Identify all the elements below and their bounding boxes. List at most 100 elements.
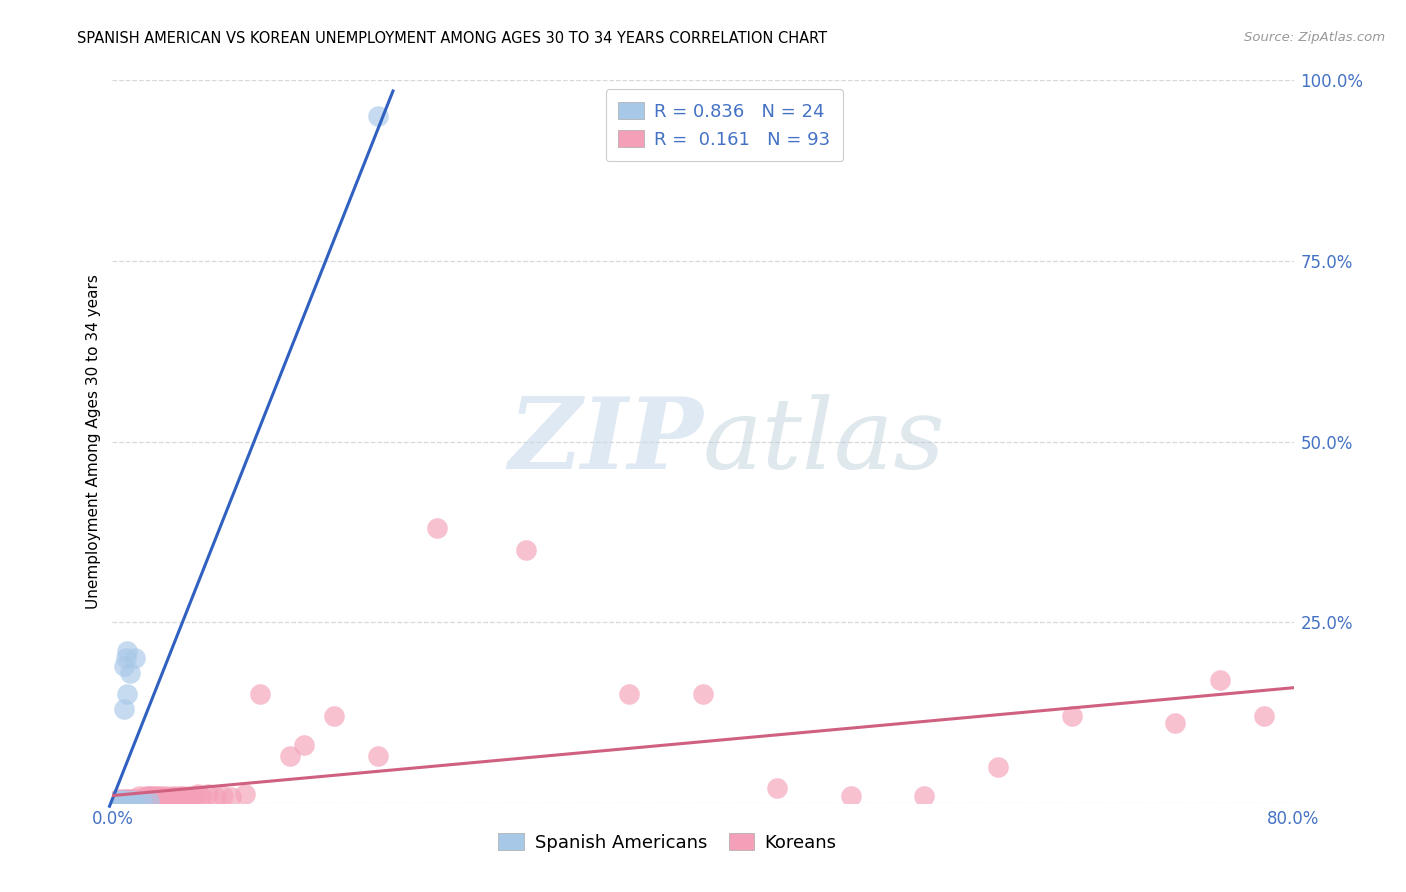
Point — [150, 789, 173, 803]
Point — [125, 792, 148, 806]
Point — [107, 794, 129, 808]
Point — [149, 790, 172, 805]
Point — [766, 781, 789, 796]
Point — [148, 792, 170, 806]
Point — [131, 792, 153, 806]
Point — [1062, 709, 1084, 723]
Point — [138, 790, 160, 805]
Point — [692, 687, 714, 701]
Text: atlas: atlas — [703, 394, 946, 489]
Point — [125, 793, 148, 807]
Point — [120, 794, 142, 808]
Point — [120, 665, 142, 680]
Text: SPANISH AMERICAN VS KOREAN UNEMPLOYMENT AMONG AGES 30 TO 34 YEARS CORRELATION CH: SPANISH AMERICAN VS KOREAN UNEMPLOYMENT … — [77, 31, 828, 46]
Point — [105, 794, 128, 808]
Point — [122, 794, 145, 808]
Point — [138, 789, 160, 803]
Point — [212, 789, 235, 803]
Point — [134, 793, 156, 807]
Point — [108, 794, 131, 808]
Point — [179, 789, 201, 803]
Point — [114, 794, 136, 808]
Point — [197, 787, 219, 801]
Point — [1208, 673, 1232, 687]
Point — [120, 793, 142, 807]
Point — [141, 792, 163, 806]
Point — [124, 793, 146, 807]
Point — [129, 793, 152, 807]
Point — [121, 794, 143, 808]
Point — [146, 790, 169, 805]
Point — [138, 794, 160, 808]
Point — [152, 792, 174, 806]
Point — [205, 790, 228, 805]
Point — [112, 658, 135, 673]
Point — [121, 794, 143, 808]
Point — [108, 794, 131, 808]
Point — [105, 796, 128, 810]
Point — [111, 793, 134, 807]
Point — [174, 790, 197, 805]
Point — [111, 794, 134, 808]
Point — [124, 651, 146, 665]
Point — [146, 789, 169, 803]
Point — [426, 521, 449, 535]
Point — [167, 789, 190, 803]
Point — [292, 738, 315, 752]
Point — [107, 793, 129, 807]
Point — [233, 787, 256, 801]
Point — [367, 748, 389, 763]
Point — [128, 792, 150, 806]
Point — [619, 687, 641, 701]
Point — [111, 794, 134, 808]
Legend: Spanish Americans, Koreans: Spanish Americans, Koreans — [491, 826, 844, 859]
Text: Source: ZipAtlas.com: Source: ZipAtlas.com — [1244, 31, 1385, 45]
Point — [122, 792, 145, 806]
Point — [153, 790, 176, 805]
Point — [118, 793, 141, 807]
Point — [987, 760, 1010, 774]
Point — [124, 794, 146, 808]
Point — [117, 644, 138, 658]
Point — [117, 794, 138, 808]
Point — [105, 794, 128, 808]
Point — [160, 790, 183, 805]
Point — [114, 651, 136, 665]
Point — [142, 789, 165, 803]
Point — [839, 789, 862, 803]
Point — [120, 792, 142, 806]
Point — [110, 794, 132, 808]
Point — [143, 792, 166, 806]
Point — [155, 789, 177, 803]
Point — [127, 794, 149, 808]
Point — [124, 794, 146, 808]
Point — [139, 789, 162, 803]
Point — [132, 793, 155, 807]
Point — [114, 793, 136, 807]
Y-axis label: Unemployment Among Ages 30 to 34 years: Unemployment Among Ages 30 to 34 years — [86, 274, 101, 609]
Point — [323, 709, 346, 723]
Point — [114, 794, 136, 808]
Point — [249, 687, 271, 701]
Point — [117, 687, 138, 701]
Point — [111, 793, 134, 807]
Point — [1253, 709, 1275, 723]
Point — [121, 793, 143, 807]
Point — [156, 790, 179, 805]
Point — [136, 792, 159, 806]
Point — [117, 792, 138, 806]
Point — [108, 792, 131, 806]
Point — [1164, 716, 1187, 731]
Point — [162, 789, 184, 803]
Point — [107, 794, 129, 808]
Point — [131, 794, 153, 808]
Point — [108, 794, 131, 808]
Point — [914, 789, 936, 803]
Point — [183, 789, 205, 803]
Point — [112, 702, 135, 716]
Point — [172, 789, 194, 803]
Point — [278, 748, 301, 763]
Point — [110, 794, 132, 808]
Point — [157, 792, 180, 806]
Point — [108, 794, 131, 808]
